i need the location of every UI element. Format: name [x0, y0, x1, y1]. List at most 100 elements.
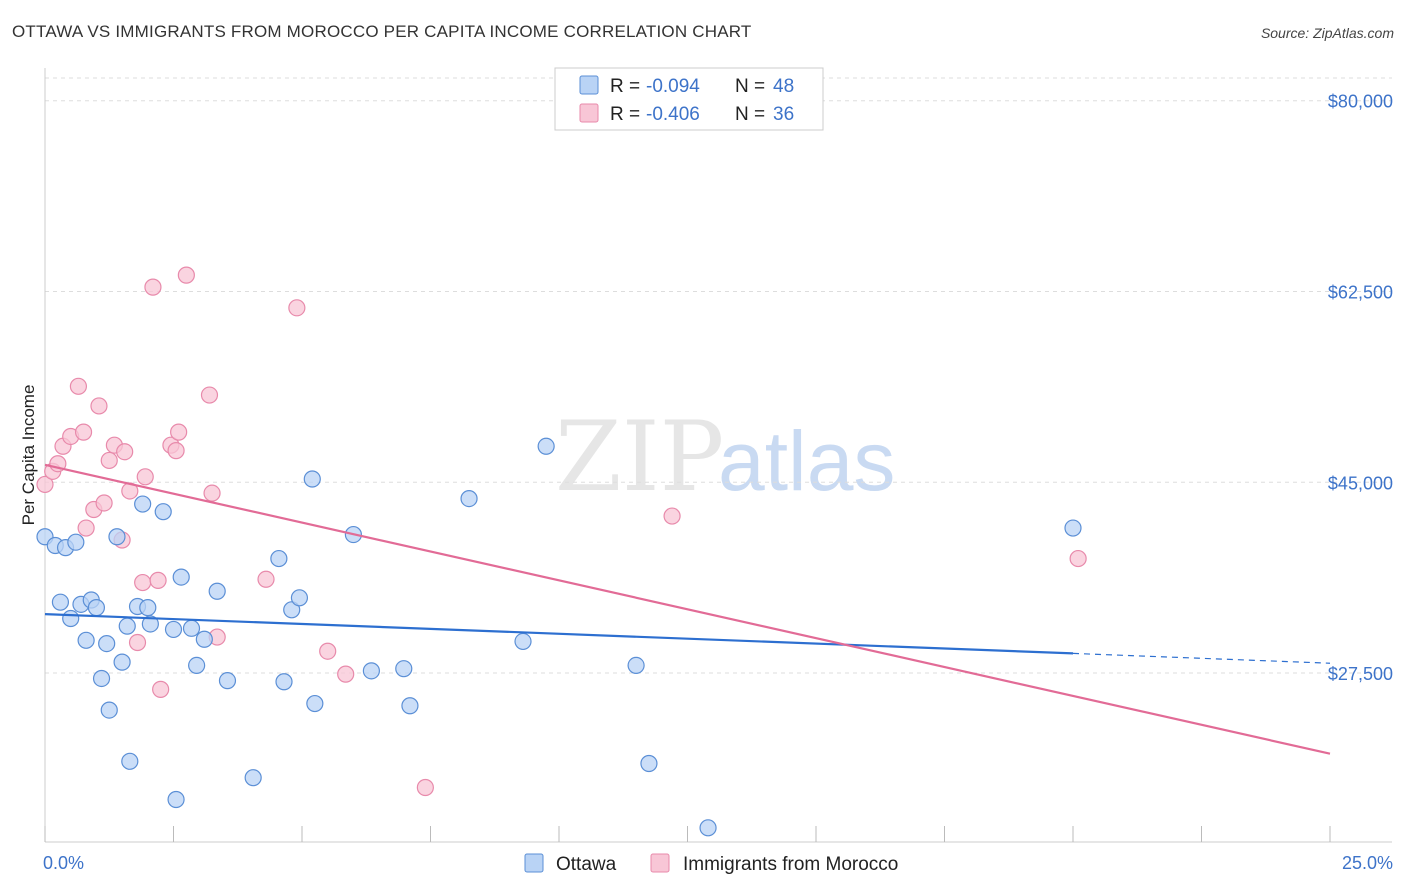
ottawa-point — [134, 495, 152, 513]
ottawa-point — [51, 593, 70, 611]
morocco-point — [95, 494, 113, 512]
y-tick-label: $45,000 — [1328, 473, 1393, 493]
y-tick-label: $80,000 — [1328, 92, 1393, 112]
ottawa-trend-extension — [1072, 652, 1331, 664]
bottom-legend-morocco: Immigrants from Morocco — [683, 854, 898, 875]
ottawa-point — [401, 697, 419, 715]
legend-swatch-ottawa — [579, 75, 599, 95]
morocco-point — [149, 571, 167, 589]
morocco-point — [416, 778, 434, 797]
ottawa-point — [395, 660, 413, 678]
ottawa-point — [87, 599, 106, 617]
ottawa-point — [303, 470, 321, 488]
ottawa-point — [627, 656, 645, 674]
morocco-point — [257, 570, 275, 588]
ottawa-point — [283, 601, 301, 619]
x-tick-label-start: 0.0% — [43, 853, 84, 873]
ottawa-point — [98, 634, 116, 653]
ottawa-point — [182, 619, 201, 637]
ottawa-point — [640, 754, 658, 773]
ottawa-point — [362, 662, 380, 680]
ottawa-point — [118, 617, 136, 635]
gridlines — [45, 77, 1392, 674]
bottom-legend: Ottawa Immigrants from Morocco — [524, 853, 898, 875]
series-morocco-points — [36, 266, 1087, 797]
legend-swatch-morocco — [579, 103, 599, 123]
ottawa-point — [172, 568, 190, 586]
morocco-point — [128, 633, 147, 652]
morocco-point — [337, 665, 355, 683]
morocco-point — [90, 397, 108, 415]
legend-r-value-morocco: -0.406 — [646, 104, 700, 125]
ottawa-point — [537, 437, 555, 455]
ottawa-point — [154, 503, 172, 521]
morocco-point — [116, 443, 134, 461]
legend-n-value-morocco: 36 — [773, 104, 794, 125]
y-tick-label: $27,500 — [1328, 664, 1393, 684]
ottawa-point — [77, 631, 95, 649]
morocco-point — [77, 519, 95, 537]
ottawa-point — [514, 632, 532, 651]
morocco-point — [100, 451, 118, 470]
ottawa-point — [139, 599, 157, 617]
morocco-point — [203, 484, 221, 502]
morocco-point — [167, 442, 185, 460]
ottawa-point — [1064, 519, 1082, 537]
morocco-point — [134, 573, 152, 592]
ottawa-point — [121, 752, 139, 770]
legend-n-value-ottawa: 48 — [773, 76, 794, 97]
bottom-legend-ottawa: Ottawa — [556, 854, 617, 875]
morocco-point — [663, 507, 681, 525]
ottawa-point — [275, 673, 293, 691]
series-ottawa-points — [36, 437, 1082, 837]
tick-labels: $27,500 $45,000 $62,500 $80,000 0.0% 25.0% — [43, 92, 1393, 873]
morocco-point — [136, 468, 154, 486]
ottawa-point — [164, 620, 183, 639]
ottawa-point — [141, 615, 159, 633]
ottawa-trend-line — [44, 613, 1074, 655]
ottawa-point — [460, 490, 478, 508]
trend-lines — [44, 463, 1331, 755]
morocco-point — [177, 266, 195, 284]
bottom-legend-swatch-morocco — [650, 853, 670, 873]
morocco-point — [144, 278, 162, 296]
legend-r-label-ottawa: R = — [610, 76, 640, 97]
ottawa-point — [270, 549, 288, 568]
morocco-point — [74, 423, 93, 441]
ottawa-point — [62, 609, 80, 628]
ottawa-point — [188, 656, 206, 674]
legend-r-label-morocco: R = — [610, 104, 640, 125]
morocco-point — [170, 423, 188, 441]
ottawa-point — [699, 819, 717, 837]
ottawa-point — [218, 672, 237, 690]
x-tick-label-end: 25.0% — [1342, 853, 1393, 873]
ottawa-point — [306, 694, 324, 713]
y-axis-label: Per Capita Income — [19, 385, 38, 526]
chart-title: OTTAWA VS IMMIGRANTS FROM MOROCCO PER CA… — [12, 22, 752, 41]
watermark-zip: ZIP — [555, 401, 724, 513]
ottawa-point — [92, 669, 111, 688]
watermark-atlas: atlas — [718, 414, 895, 508]
morocco-trend-line — [44, 463, 1331, 755]
ottawa-point — [290, 589, 309, 607]
axes — [44, 68, 1392, 843]
morocco-point — [1069, 549, 1087, 568]
morocco-point — [152, 680, 170, 698]
ottawa-point — [208, 582, 226, 600]
morocco-point — [319, 642, 337, 660]
bottom-legend-swatch-ottawa — [524, 853, 544, 873]
legend-n-label-morocco: N = — [735, 104, 765, 125]
legend-box: R = -0.094 N = 48 R = -0.406 N = 36 — [554, 67, 824, 131]
morocco-point — [200, 386, 219, 404]
ottawa-point — [113, 653, 131, 671]
ottawa-point — [100, 701, 118, 719]
ottawa-point — [167, 790, 185, 809]
source-label: Source: ZipAtlas.com — [1260, 25, 1394, 41]
morocco-point — [288, 299, 306, 317]
morocco-point — [69, 377, 88, 395]
legend-n-label-ottawa: N = — [735, 76, 765, 97]
morocco-point — [36, 475, 54, 494]
y-tick-label: $62,500 — [1328, 282, 1393, 302]
ottawa-point — [67, 533, 85, 551]
